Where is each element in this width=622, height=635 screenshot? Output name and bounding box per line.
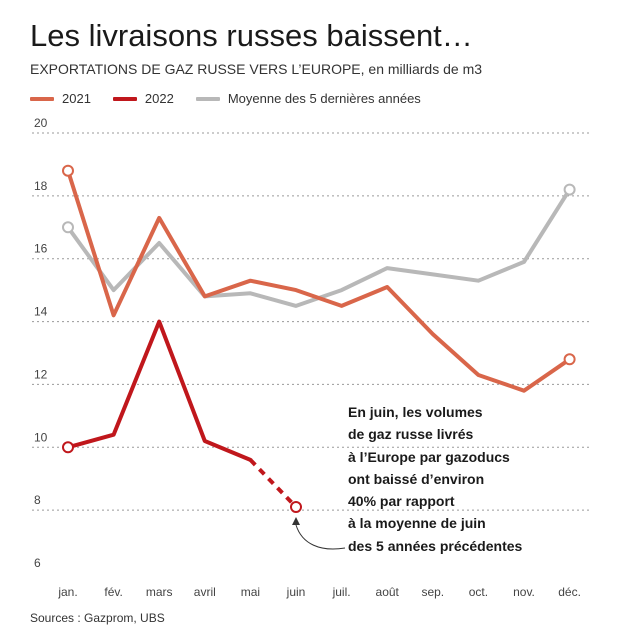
annotation-arrow-line	[295, 524, 346, 550]
legend: 2021 2022 Moyenne des 5 dernières années	[30, 91, 443, 106]
legend-label-2021: 2021	[62, 91, 91, 106]
y-tick-label-18: 18	[34, 179, 48, 193]
x-tick-label-7: août	[376, 585, 400, 599]
x-tick-label-6: juil.	[332, 585, 351, 599]
source-note: Sources : Gazprom, UBS	[30, 611, 165, 625]
y-tick-label-14: 14	[34, 305, 48, 319]
chart-title: Les livraisons russes baissent…	[30, 18, 473, 53]
legend-label-average: Moyenne des 5 dernières années	[227, 91, 421, 106]
annotation-arrow-head	[292, 517, 300, 525]
legend-swatch-2021	[30, 96, 54, 101]
y-tick-label-8: 8	[34, 493, 41, 507]
series-2-start-marker	[62, 221, 74, 234]
chart-subtitle: EXPORTATIONS DE GAZ RUSSE VERS L’EUROPE,…	[30, 61, 483, 77]
annotation-text: En juin, les volumes de gaz russe livrés…	[348, 404, 523, 554]
y-tick-label-6: 6	[34, 556, 41, 570]
x-tick-label-4: mai	[241, 585, 260, 599]
series-0-line	[66, 168, 572, 393]
legend-item-2021: 2021	[30, 91, 91, 106]
series-0-start-marker	[62, 164, 74, 177]
legend-item-2022: 2022	[112, 91, 174, 106]
series-2-end-marker	[563, 183, 576, 196]
legend-label-2022: 2022	[144, 91, 174, 106]
x-tick-label-0: jan.	[57, 585, 77, 599]
legend-swatch-2022	[112, 96, 137, 101]
y-tick-label-12: 12	[34, 367, 48, 381]
x-tick-label-11: déc.	[558, 585, 581, 599]
legend-swatch-average	[195, 96, 220, 101]
series-1-line	[66, 319, 253, 462]
series-1-start-marker	[62, 441, 74, 454]
x-tick-label-10: nov.	[513, 585, 535, 599]
x-tick-label-2: mars	[146, 585, 173, 599]
y-tick-label-10: 10	[34, 430, 48, 444]
series-0-end-marker	[563, 353, 576, 366]
y-tick-label-16: 16	[34, 242, 48, 256]
y-tick-label-20: 20	[34, 116, 48, 130]
x-tick-label-1: fév.	[104, 585, 122, 599]
legend-item-average: Moyenne des 5 dernières années	[195, 91, 421, 106]
series-1-line-dashed	[248, 458, 298, 509]
x-tick-label-8: sep.	[421, 585, 444, 599]
series-1-end-marker	[290, 501, 302, 513]
x-tick-label-9: oct.	[469, 585, 488, 599]
x-tick-label-5: juin	[286, 585, 306, 599]
x-tick-label-3: avril	[194, 585, 216, 599]
